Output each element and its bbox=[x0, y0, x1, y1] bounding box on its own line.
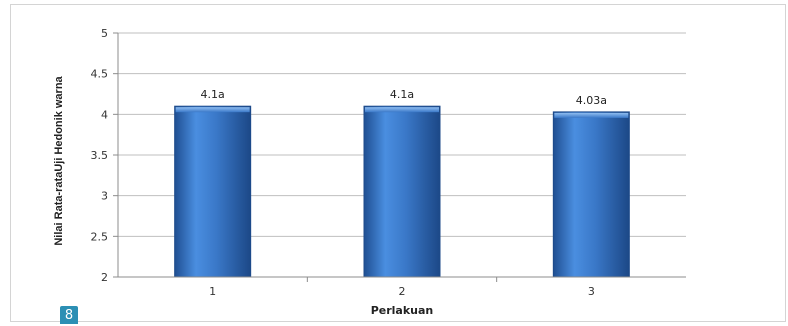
y-tick-label-6: 5 bbox=[101, 27, 108, 40]
x-tick-label-1: 1 bbox=[209, 285, 216, 298]
y-axis-title: Nilai Rata-rataUji Hedonik warna bbox=[53, 75, 65, 245]
data-labels: 4.1a 4.1a 4.03a bbox=[201, 88, 607, 107]
y-tick-label-3: 3.5 bbox=[91, 149, 109, 162]
data-label-1: 4.1a bbox=[201, 88, 225, 101]
bar-1 bbox=[174, 105, 252, 278]
data-label-2: 4.1a bbox=[390, 88, 414, 101]
y-tick-label-5: 4.5 bbox=[91, 68, 109, 81]
x-tick-label-3: 3 bbox=[588, 285, 595, 298]
bar-3 bbox=[552, 111, 630, 278]
bars bbox=[174, 105, 630, 278]
data-label-3: 4.03a bbox=[576, 94, 607, 107]
page-number-badge: 8 bbox=[60, 306, 78, 324]
x-axis-title: Perlakuan bbox=[371, 304, 434, 317]
y-tick-label-1: 2.5 bbox=[91, 230, 109, 243]
y-tick-label-0: 2 bbox=[101, 271, 108, 284]
x-tick-label-2: 2 bbox=[399, 285, 406, 298]
x-tick-labels: 1 2 3 bbox=[209, 277, 595, 298]
bar-2 bbox=[363, 105, 441, 278]
y-tick-label-4: 4 bbox=[101, 108, 108, 121]
y-tick-label-2: 3 bbox=[101, 190, 108, 203]
y-tick-labels: 2 2.5 3 3.5 4 4.5 5 bbox=[91, 27, 109, 284]
